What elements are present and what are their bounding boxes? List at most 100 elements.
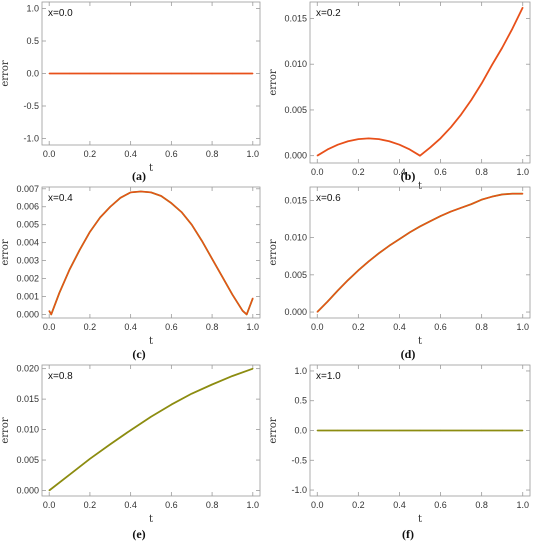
x-axis-label: t bbox=[418, 181, 422, 192]
data-point bbox=[337, 289, 339, 292]
x-tick-label: 0.8 bbox=[206, 149, 219, 159]
series-line bbox=[316, 7, 524, 157]
y-tick-label: 0.005 bbox=[284, 105, 307, 115]
panel-label: (a) bbox=[132, 169, 146, 183]
data-point bbox=[170, 202, 172, 204]
y-tick-label: 0.001 bbox=[16, 291, 39, 301]
x-tick-label: 0.6 bbox=[165, 322, 178, 332]
y-tick-label: -1.0 bbox=[23, 134, 39, 144]
data-point bbox=[211, 258, 213, 260]
data-point bbox=[388, 140, 390, 142]
y-tick-label: 0.010 bbox=[284, 59, 307, 69]
panel-label: (f) bbox=[402, 527, 414, 541]
x-tick-label: 1.0 bbox=[247, 500, 260, 510]
series-line bbox=[316, 193, 523, 313]
data-point bbox=[79, 249, 81, 251]
data-point bbox=[470, 99, 472, 101]
data-point bbox=[211, 72, 213, 75]
data-point bbox=[316, 311, 318, 313]
data-point bbox=[337, 144, 339, 146]
data-point bbox=[150, 191, 152, 193]
x-tick-label: 0.8 bbox=[475, 167, 488, 177]
data-point bbox=[450, 210, 452, 213]
y-tick-label: 0.015 bbox=[284, 195, 307, 205]
x-axis-label: t bbox=[149, 163, 153, 174]
panel-f: 0.0 0.2 0.4 0.6 0.8 1.0 -1.0 -0.5 0.0 0.5 1.0 t erro… bbox=[268, 364, 531, 541]
x-tick-label: 0.4 bbox=[393, 167, 406, 177]
data-point bbox=[48, 489, 50, 492]
series-line bbox=[48, 367, 254, 492]
data-point bbox=[48, 310, 50, 312]
data-point bbox=[48, 72, 50, 75]
data-point bbox=[460, 429, 462, 432]
y-tick-label: 0.015 bbox=[16, 394, 39, 404]
data-point bbox=[347, 140, 349, 142]
data-point bbox=[242, 310, 244, 312]
data-point bbox=[326, 148, 329, 151]
data-point bbox=[378, 138, 380, 140]
data-point bbox=[481, 82, 483, 85]
data-point bbox=[191, 393, 193, 395]
data-point bbox=[170, 72, 172, 75]
x-tick-label: 0.0 bbox=[43, 149, 56, 159]
panel-label: (e) bbox=[132, 527, 145, 541]
data-point bbox=[211, 383, 213, 386]
y-tick-label: 0.000 bbox=[284, 307, 307, 317]
data-point bbox=[58, 292, 60, 294]
data-point bbox=[130, 191, 132, 193]
y-tick-label: 0.000 bbox=[16, 309, 39, 319]
data-point bbox=[378, 252, 380, 254]
panel-annotation: x=1.0 bbox=[316, 371, 341, 382]
data-point bbox=[522, 6, 524, 9]
y-tick-label: 1.0 bbox=[26, 4, 39, 14]
data-point bbox=[481, 199, 483, 201]
x-tick-label: 0.4 bbox=[124, 149, 137, 159]
y-tick-label: 0.006 bbox=[16, 202, 39, 212]
y-tick-label: -1.0 bbox=[291, 485, 307, 495]
data-point bbox=[398, 429, 401, 432]
data-point bbox=[357, 429, 359, 432]
panel-annotation: x=0.8 bbox=[48, 371, 73, 382]
x-tick-label: 1.0 bbox=[516, 500, 529, 510]
x-tick-label: 0.2 bbox=[84, 149, 97, 159]
data-point bbox=[409, 231, 411, 234]
y-tick-label: 0.010 bbox=[284, 233, 307, 243]
series-line bbox=[48, 190, 254, 316]
x-tick-label: 1.0 bbox=[516, 322, 529, 332]
x-tick-label: 0.8 bbox=[206, 500, 219, 510]
y-tick-label: 0.005 bbox=[284, 270, 307, 280]
x-tick-label: 0.6 bbox=[434, 500, 447, 510]
data-point bbox=[439, 429, 442, 432]
data-point bbox=[50, 313, 52, 316]
data-point bbox=[89, 458, 91, 460]
data-point bbox=[231, 72, 234, 75]
x-tick-label: 0.0 bbox=[311, 167, 324, 177]
panel-b: 0.0 0.2 0.4 0.6 0.8 1.0 0.000 0.005 0.010 0.015 t e… bbox=[268, 1, 531, 192]
data-point bbox=[491, 64, 493, 66]
data-point bbox=[419, 225, 421, 228]
y-axis-label: error bbox=[0, 239, 11, 265]
data-point bbox=[221, 276, 223, 278]
data-point bbox=[130, 429, 132, 431]
x-axis-label: t bbox=[418, 336, 422, 347]
y-tick-label: 0.5 bbox=[26, 36, 39, 46]
data-point bbox=[439, 137, 442, 139]
data-point bbox=[68, 72, 71, 75]
x-tick-label: 0.4 bbox=[124, 500, 137, 510]
data-point bbox=[398, 144, 401, 146]
data-point bbox=[368, 137, 370, 139]
x-tick-label: 0.2 bbox=[352, 322, 365, 332]
x-axis-label: t bbox=[418, 514, 422, 525]
data-point bbox=[491, 196, 493, 198]
y-tick-label: 0.005 bbox=[16, 220, 39, 230]
data-point bbox=[99, 216, 101, 219]
data-point bbox=[337, 429, 339, 432]
data-point bbox=[68, 474, 71, 476]
data-point bbox=[357, 269, 359, 271]
plot-frame bbox=[309, 1, 531, 164]
y-tick-label: 0.5 bbox=[294, 396, 307, 406]
panel-c: 0.0 0.2 0.4 0.6 0.8 1.0 0.000 0.001 0.002 0.003 0.… bbox=[0, 184, 261, 361]
data-point bbox=[231, 294, 234, 296]
data-point bbox=[481, 429, 483, 432]
data-point bbox=[439, 215, 442, 217]
